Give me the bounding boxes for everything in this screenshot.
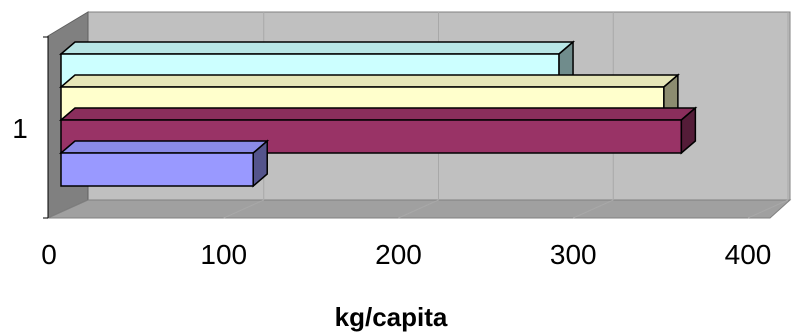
x-axis-ticks: 0 100 200 300 400: [41, 239, 771, 270]
x-tick-label-100: 100: [200, 239, 247, 270]
floor-gridline-200: [398, 199, 439, 219]
bar-top-face: [58, 74, 680, 88]
floor-gridline-400: [747, 199, 789, 219]
x-tick-label-200: 200: [375, 239, 422, 270]
bar-top-face: [58, 140, 270, 154]
bar-end-face: [680, 106, 697, 155]
bar-end-face: [252, 139, 268, 188]
x-tick-label-400: 400: [725, 239, 772, 270]
x-tick-label-0: 0: [41, 239, 57, 270]
x-axis-label: kg/capita: [335, 302, 448, 332]
bar-series-1: [58, 139, 270, 188]
x-tick-label-300: 300: [550, 239, 597, 270]
bar-top-face: [58, 41, 576, 55]
floor-gridline-300: [573, 199, 614, 219]
category-label-1: 1: [12, 113, 28, 144]
bar-top-face: [58, 107, 698, 121]
bars: [58, 40, 698, 188]
y-axis: 1: [12, 36, 49, 219]
bar-front-face: [60, 152, 254, 187]
floor-gridline-100: [223, 199, 264, 219]
